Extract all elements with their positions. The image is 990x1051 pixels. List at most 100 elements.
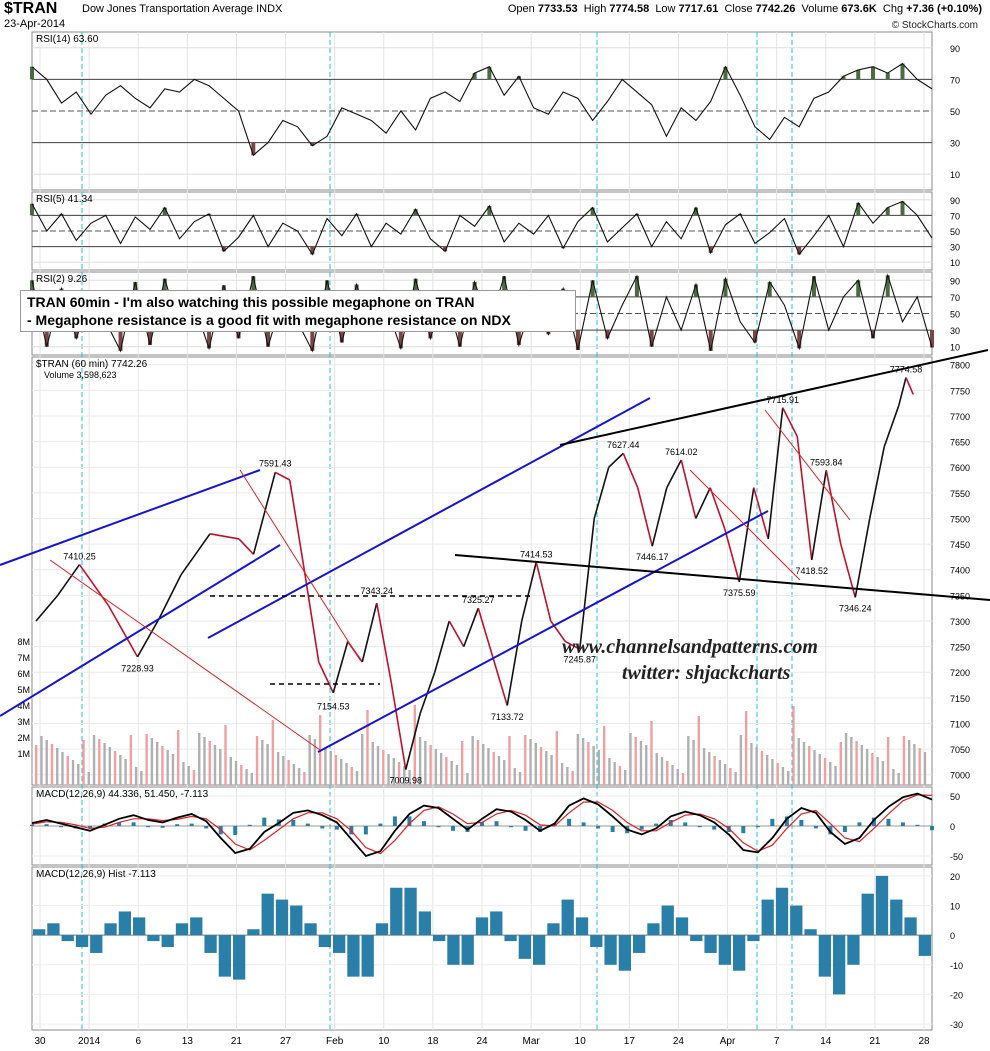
hist-bar-19 xyxy=(304,923,317,936)
hist-bar-15 xyxy=(247,929,260,936)
rsi2-legend: RSI(2) 9.26 xyxy=(36,274,88,285)
rsi5-ob-fill-58 xyxy=(885,207,890,216)
volume-bar-25 xyxy=(166,750,169,785)
volume-tick-4: 5M xyxy=(17,685,30,695)
price-seg-43 xyxy=(738,487,755,583)
macd-hist-bar-57 xyxy=(857,822,862,826)
volume-bar-80 xyxy=(455,765,459,785)
price-ytick-11: 7550 xyxy=(950,489,970,499)
rsi14-ytick-4: 90 xyxy=(950,44,960,54)
volume-bar-150 xyxy=(823,758,827,785)
volume-bar-7 xyxy=(71,760,75,785)
price-seg-4 xyxy=(107,605,139,658)
index-name: Dow Jones Transportation Average INDX xyxy=(82,3,283,15)
volume-bar-120 xyxy=(666,761,669,785)
rsi5-ob-fill-56 xyxy=(856,202,861,216)
rsi14-ob-fill-0 xyxy=(30,66,34,80)
rsi14-ob-fill-57 xyxy=(870,66,875,80)
volume-bar-152 xyxy=(834,766,837,785)
macd-hist-bar-32 xyxy=(494,821,499,826)
rsi5-ob-fill-45 xyxy=(693,207,698,216)
volume-bar-69 xyxy=(397,762,401,785)
volume-tick-5: 6M xyxy=(17,669,30,679)
x-tick-3: 13 xyxy=(182,1036,194,1047)
hist-bar-38 xyxy=(575,917,589,936)
rsi5-ytick-3: 70 xyxy=(950,211,960,221)
volume-bar-23 xyxy=(155,742,159,785)
price-seg-48 xyxy=(810,470,828,561)
volume-bar-70 xyxy=(403,766,406,785)
volume-bar-109 xyxy=(608,758,611,785)
volume-bar-42 xyxy=(255,736,259,785)
price-seg-20 xyxy=(404,713,422,770)
volume-bar-32 xyxy=(203,737,206,785)
price-seg-51 xyxy=(854,518,871,598)
price-label-11: 7446.17 xyxy=(636,552,669,562)
volume-bar-99 xyxy=(555,731,559,785)
volume-bar-9 xyxy=(82,740,85,785)
volume-bar-119 xyxy=(660,757,664,785)
price-ytick-7: 7350 xyxy=(950,591,970,601)
volume-bar-50 xyxy=(297,768,301,785)
hist-legend: MACD(12,26,9) Hist -7.113 xyxy=(36,869,156,880)
hist-ytick-1: -20 xyxy=(950,990,963,1000)
price-seg-39 xyxy=(680,459,697,519)
hist-bar-26 xyxy=(404,887,417,936)
price-seg-47 xyxy=(796,436,813,561)
price-ytick-15: 7750 xyxy=(950,386,970,396)
hist-bar-40 xyxy=(604,935,617,965)
volume-bar-57 xyxy=(334,755,338,785)
volume-bar-128 xyxy=(708,752,711,785)
stockcharts-credit: © StockCharts.com xyxy=(891,20,978,31)
price-seg-1 xyxy=(35,594,59,622)
price-ytick-4: 7200 xyxy=(950,668,970,678)
volume-bar-124 xyxy=(687,736,690,785)
price-seg-34 xyxy=(608,452,624,468)
rsi5-ytick-0: 10 xyxy=(950,258,960,268)
rsi5-os-fill-46 xyxy=(708,246,713,253)
volume-bar-142 xyxy=(781,767,785,785)
volume-bar-130 xyxy=(718,760,722,785)
hist-bar-14 xyxy=(233,935,246,980)
volume-bar-47 xyxy=(282,756,285,785)
macd-hist-bar-45 xyxy=(683,822,688,826)
volume-bar-6 xyxy=(66,756,69,785)
macd-ytick-2: 50 xyxy=(950,792,960,802)
price-seg-10 xyxy=(252,472,277,555)
volume-bar-88 xyxy=(497,756,501,785)
volume-bar-163 xyxy=(892,769,895,785)
price-seg-9 xyxy=(238,538,255,555)
rsi2-ob-fill-9 xyxy=(162,278,167,297)
rsi5-ob-fill-26 xyxy=(413,209,418,216)
x-tick-12: 17 xyxy=(624,1036,636,1047)
volume-bar-123 xyxy=(681,773,685,785)
price-seg-42 xyxy=(723,528,741,583)
volume-bar-154 xyxy=(844,733,848,785)
price-seg-17 xyxy=(361,602,378,663)
x-tick-9: 24 xyxy=(476,1036,488,1047)
chart-date: 23-Apr-2014 xyxy=(4,18,66,30)
trendline-red-4 xyxy=(689,469,801,581)
volume-bar-118 xyxy=(655,753,658,785)
hist-bar-29 xyxy=(447,935,460,965)
macd-hist-bar-18 xyxy=(291,820,296,826)
hist-bar-45 xyxy=(675,917,689,936)
price-ytick-10: 7500 xyxy=(950,514,970,524)
hist-bar-9 xyxy=(161,935,174,948)
volume-bar-98 xyxy=(550,755,553,785)
hist-ytick-0: -30 xyxy=(950,1020,963,1030)
macd-hist-bar-34 xyxy=(523,826,528,831)
volume-bar-55 xyxy=(324,747,327,785)
megaphone-support xyxy=(454,554,990,601)
macd-hist-bar-51 xyxy=(770,818,775,826)
hist-bar-34 xyxy=(518,935,531,959)
volume-bar-71 xyxy=(408,770,411,785)
rsi2-os-fill-16 xyxy=(266,330,271,347)
hist-bar-52 xyxy=(775,887,789,936)
hist-bar-41 xyxy=(618,935,631,971)
volume-bar-62 xyxy=(361,734,364,785)
rsi2-ytick-2: 50 xyxy=(950,310,960,320)
rsi14-ob-fill-55 xyxy=(841,76,846,80)
macd-hist-bar-0 xyxy=(30,824,34,826)
price-seg-23 xyxy=(448,620,465,647)
